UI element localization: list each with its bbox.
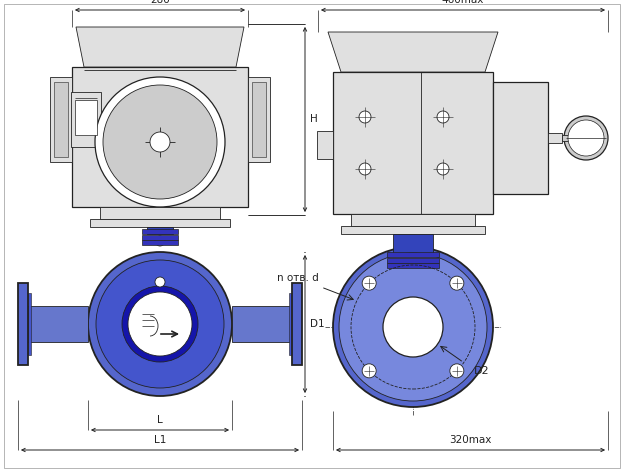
Bar <box>317 131 333 159</box>
Circle shape <box>359 163 371 175</box>
Bar <box>333 72 493 214</box>
Circle shape <box>155 277 165 287</box>
Text: 320max: 320max <box>449 435 492 445</box>
Text: 280: 280 <box>150 0 170 5</box>
Bar <box>142 240 178 245</box>
Polygon shape <box>328 32 498 72</box>
Circle shape <box>122 286 198 362</box>
Circle shape <box>450 276 464 290</box>
Circle shape <box>437 111 449 123</box>
Bar <box>248 77 270 162</box>
Text: 460max: 460max <box>442 0 484 5</box>
Bar <box>351 214 475 226</box>
Bar <box>50 77 72 162</box>
Circle shape <box>339 253 487 401</box>
Circle shape <box>437 163 449 175</box>
Circle shape <box>155 236 165 246</box>
Text: H: H <box>310 115 318 125</box>
Text: L: L <box>157 415 163 425</box>
Bar <box>387 263 439 268</box>
Bar <box>147 227 173 234</box>
Bar <box>100 207 220 219</box>
Circle shape <box>362 364 376 378</box>
Bar <box>252 82 266 157</box>
Text: D2: D2 <box>474 365 489 376</box>
Circle shape <box>88 252 232 396</box>
Bar <box>232 306 292 342</box>
Circle shape <box>333 247 493 407</box>
Bar <box>562 135 568 141</box>
Polygon shape <box>76 27 244 67</box>
Bar <box>548 133 562 143</box>
Bar <box>341 226 485 234</box>
Bar <box>90 219 230 227</box>
Bar <box>75 100 97 135</box>
Bar <box>28 293 31 355</box>
Text: D1: D1 <box>310 319 324 329</box>
Bar <box>54 82 68 157</box>
Text: n отв. d: n отв. d <box>277 273 319 283</box>
Bar <box>387 258 439 263</box>
Text: L1: L1 <box>154 435 166 445</box>
Bar <box>292 283 302 365</box>
Bar <box>142 229 178 234</box>
Circle shape <box>132 296 188 352</box>
Bar <box>289 293 292 355</box>
Circle shape <box>150 132 170 152</box>
Circle shape <box>103 85 217 199</box>
Circle shape <box>450 364 464 378</box>
Bar <box>71 92 101 147</box>
Circle shape <box>568 120 604 156</box>
Bar <box>72 67 248 207</box>
Circle shape <box>128 292 192 356</box>
Bar <box>493 82 548 194</box>
Bar <box>18 283 28 365</box>
Bar <box>142 235 178 240</box>
Bar <box>393 234 433 257</box>
Bar <box>387 252 439 257</box>
Circle shape <box>383 297 443 357</box>
Bar <box>26 306 88 342</box>
Circle shape <box>96 260 224 388</box>
Circle shape <box>95 77 225 207</box>
Circle shape <box>359 111 371 123</box>
Circle shape <box>362 276 376 290</box>
Circle shape <box>564 116 608 160</box>
